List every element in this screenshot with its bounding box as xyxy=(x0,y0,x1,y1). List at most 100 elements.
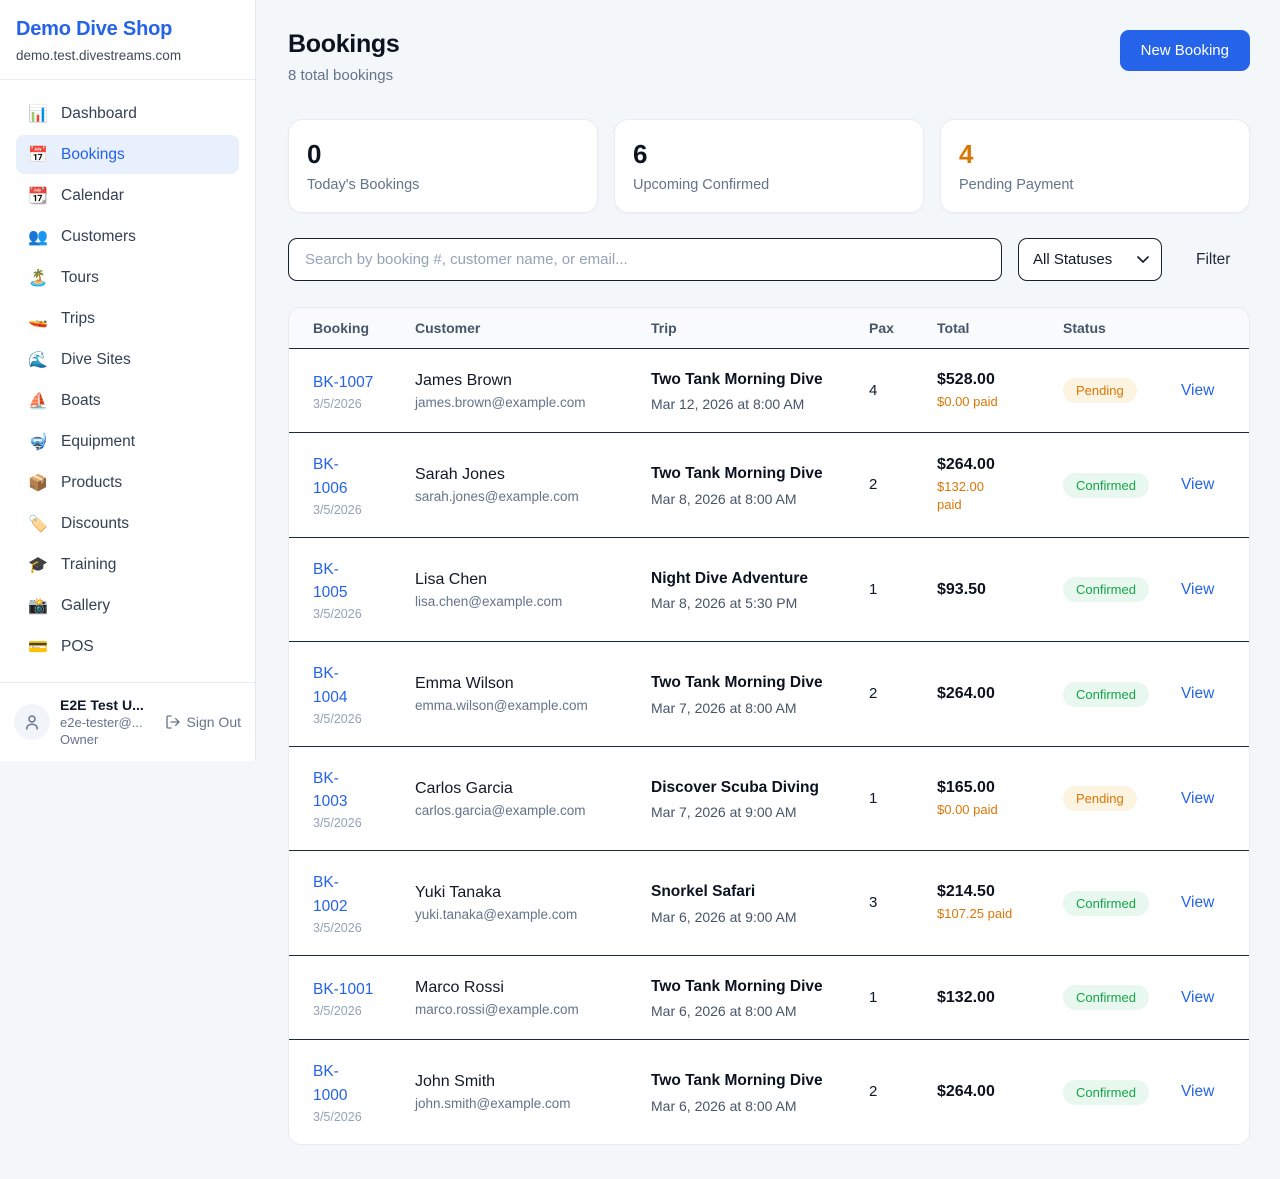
booking-date: 3/5/2026 xyxy=(313,920,362,935)
booking-id-link[interactable]: BK- 1002 xyxy=(313,874,348,915)
credit-card-icon: 💳 xyxy=(28,637,48,656)
booking-date: 3/5/2026 xyxy=(313,502,362,517)
status-cell: Pending xyxy=(1049,348,1167,434)
trip-datetime: Mar 6, 2026 at 8:00 AM xyxy=(651,1003,797,1020)
user-section: E2E Test U... e2e-tester@... Owner Sign … xyxy=(0,682,255,761)
table-row: BK-1007 3/5/2026 James Brown james.brown… xyxy=(289,348,1249,434)
total-amount: $264.00 xyxy=(937,685,995,703)
booking-cell: BK- 1003 3/5/2026 xyxy=(289,746,401,852)
customer-email: lisa.chen@example.com xyxy=(415,593,563,609)
sidebar-item-pos[interactable]: 💳 POS xyxy=(16,627,239,666)
sidebar-item-label: Bookings xyxy=(61,145,125,163)
new-booking-button[interactable]: New Booking xyxy=(1119,30,1250,71)
trip-datetime: Mar 6, 2026 at 8:00 AM xyxy=(651,1097,797,1114)
column-header-total: Total xyxy=(923,308,1049,349)
total-cell: $214.50 $107.25 paid xyxy=(923,850,1049,956)
booking-date: 3/5/2026 xyxy=(313,396,362,411)
booking-id-link[interactable]: BK-1007 xyxy=(313,373,374,391)
page-subtitle: 8 total bookings xyxy=(288,67,394,84)
user-email: e2e-tester@... xyxy=(60,715,143,730)
view-link[interactable]: View xyxy=(1181,685,1215,703)
customer-email: sarah.jones@example.com xyxy=(415,489,579,505)
view-link[interactable]: View xyxy=(1181,789,1215,807)
pax-value: 1 xyxy=(869,789,878,807)
pax-cell: 4 xyxy=(855,348,923,434)
pax-value: 4 xyxy=(869,381,878,399)
booking-cell: BK- 1002 3/5/2026 xyxy=(289,850,401,956)
action-cell: View xyxy=(1167,641,1249,747)
total-amount: $264.00 xyxy=(937,1083,995,1101)
stats-row: 0 Today's Bookings 6 Upcoming Confirmed … xyxy=(288,119,1250,213)
sidebar-item-tours[interactable]: 🏝️ Tours xyxy=(16,258,239,297)
sidebar-item-customers[interactable]: 👥 Customers xyxy=(16,217,239,256)
page-title: Bookings xyxy=(288,30,400,58)
table-row: BK- 1004 3/5/2026 Emma Wilson emma.wilso… xyxy=(289,641,1249,747)
customer-email: carlos.garcia@example.com xyxy=(415,802,586,818)
pax-value: 2 xyxy=(869,476,878,494)
action-cell: View xyxy=(1167,537,1249,643)
camera-flash-icon: 📸 xyxy=(28,596,48,615)
sidebar-item-products[interactable]: 📦 Products xyxy=(16,463,239,502)
booking-id-link[interactable]: BK- 1003 xyxy=(313,769,348,811)
booking-cell: BK- 1005 3/5/2026 xyxy=(289,537,401,643)
booking-id-link[interactable]: BK- 1004 xyxy=(313,665,348,706)
sidebar-item-label: Boats xyxy=(61,391,101,409)
booking-id-link[interactable]: BK- 1000 xyxy=(313,1063,348,1104)
customer-name: Marco Rossi xyxy=(415,978,504,996)
view-link[interactable]: View xyxy=(1181,381,1215,399)
column-header-booking: Booking xyxy=(289,308,401,349)
view-link[interactable]: View xyxy=(1181,1083,1215,1101)
sidebar-item-gallery[interactable]: 📸 Gallery xyxy=(16,586,239,625)
pax-value: 2 xyxy=(869,685,878,703)
table-header-row: Booking Customer Trip Pax Total Status xyxy=(289,308,1249,349)
view-link[interactable]: View xyxy=(1181,894,1215,912)
sidebar-item-dive-sites[interactable]: 🌊 Dive Sites xyxy=(16,340,239,379)
view-link[interactable]: View xyxy=(1181,580,1215,598)
pax-cell: 2 xyxy=(855,432,923,538)
stat-value: 6 xyxy=(633,139,648,169)
sidebar-item-boats[interactable]: ⛵ Boats xyxy=(16,381,239,420)
trip-datetime: Mar 7, 2026 at 9:00 AM xyxy=(651,804,797,821)
booking-id-link[interactable]: BK-1001 xyxy=(313,980,374,998)
sidebar-item-bookings[interactable]: 📅 Bookings xyxy=(16,135,239,174)
trip-name: Two Tank Morning Dive xyxy=(651,977,823,995)
filter-button[interactable]: Filter xyxy=(1178,241,1248,279)
pax-value: 1 xyxy=(869,580,878,598)
sidebar-item-calendar[interactable]: 📆 Calendar xyxy=(16,176,239,215)
sidebar-item-discounts[interactable]: 🏷️ Discounts xyxy=(16,504,239,543)
trip-name: Two Tank Morning Dive xyxy=(651,1072,823,1090)
view-link[interactable]: View xyxy=(1181,476,1215,494)
view-link[interactable]: View xyxy=(1181,988,1215,1006)
sidebar-item-trips[interactable]: 🚤 Trips xyxy=(16,299,239,338)
customer-cell: James Brown james.brown@example.com xyxy=(401,348,637,434)
user-name: E2E Test U... xyxy=(60,697,144,713)
user-meta: E2E Test U... e2e-tester@... Owner xyxy=(60,697,155,747)
sign-out-button[interactable]: Sign Out xyxy=(165,714,241,730)
total-cell: $264.00 xyxy=(923,1040,1049,1144)
brand-block[interactable]: Demo Dive Shop demo.test.divestreams.com xyxy=(0,0,255,80)
stat-value: 0 xyxy=(307,139,322,169)
status-cell: Pending xyxy=(1049,746,1167,852)
search-input[interactable] xyxy=(288,238,1002,281)
sidebar-item-training[interactable]: 🎓 Training xyxy=(16,545,239,584)
status-filter-select[interactable]: All Statuses xyxy=(1018,238,1162,281)
table-row: BK- 1002 3/5/2026 Yuki Tanaka yuki.tanak… xyxy=(289,850,1249,956)
status-badge: Confirmed xyxy=(1063,985,1149,1011)
brand-name: Demo Dive Shop xyxy=(16,18,173,40)
bookings-table-card: Booking Customer Trip Pax Total Status BK-100… xyxy=(288,307,1250,1145)
sidebar-item-equipment[interactable]: 🤿 Equipment xyxy=(16,422,239,461)
trip-datetime: Mar 7, 2026 at 8:00 AM xyxy=(651,699,797,716)
page-title-block: Bookings 8 total bookings xyxy=(288,30,400,84)
booking-id-link[interactable]: BK- 1006 xyxy=(313,456,348,497)
customer-cell: Emma Wilson emma.wilson@example.com xyxy=(401,641,637,747)
pax-cell: 1 xyxy=(855,746,923,852)
trip-cell: Two Tank Morning Dive Mar 7, 2026 at 8:0… xyxy=(637,641,855,747)
sidebar-item-dashboard[interactable]: 📊 Dashboard xyxy=(16,94,239,133)
total-amount: $528.00 xyxy=(937,370,995,388)
column-header-pax: Pax xyxy=(855,308,923,349)
customer-cell: Marco Rossi marco.rossi@example.com xyxy=(401,955,637,1041)
action-cell: View xyxy=(1167,746,1249,852)
booking-id-link[interactable]: BK- 1005 xyxy=(313,560,348,602)
table-body: BK-1007 3/5/2026 James Brown james.brown… xyxy=(289,348,1249,1144)
